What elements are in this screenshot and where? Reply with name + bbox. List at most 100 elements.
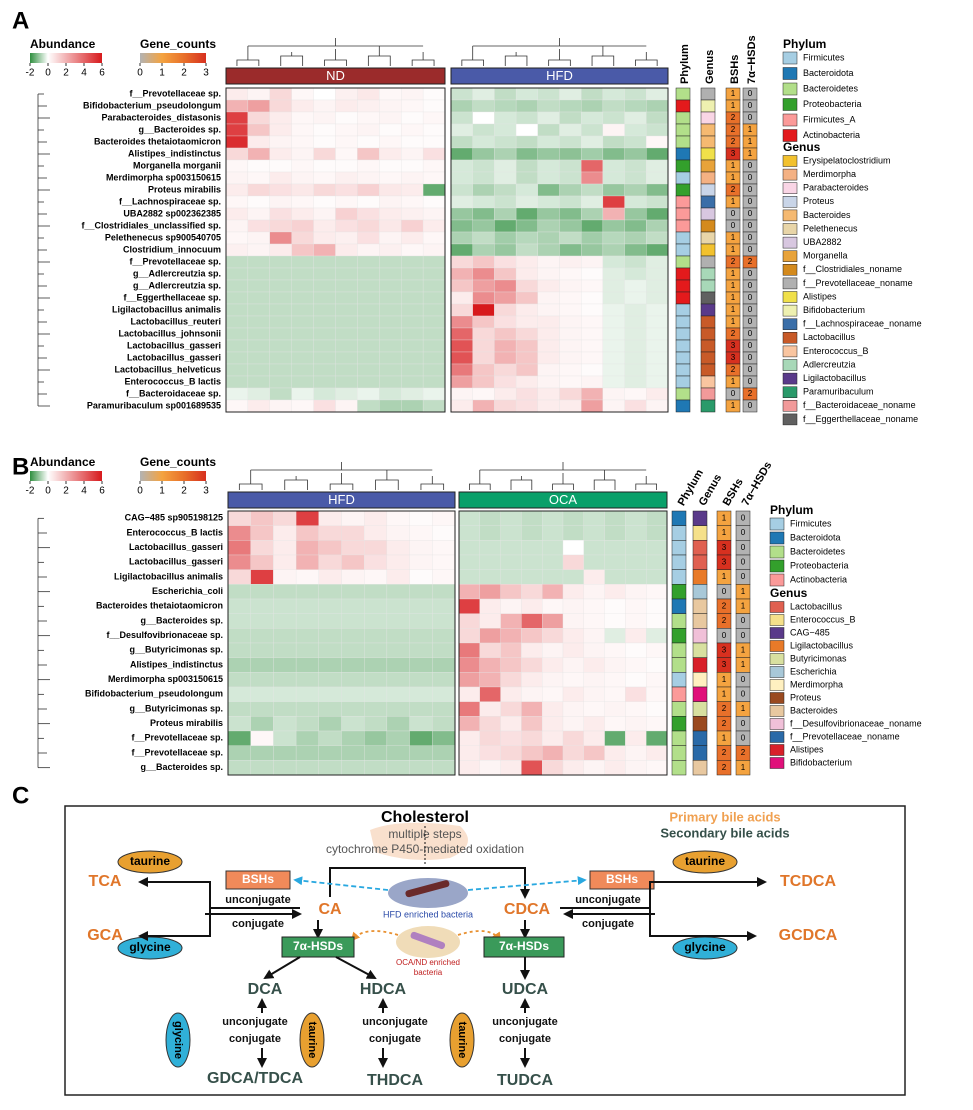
heatmap-cell: [646, 111, 669, 125]
heatmap-cell: [479, 598, 501, 614]
heatmap-cell: [386, 584, 410, 600]
heatmap-cell: [521, 540, 543, 556]
heatmap-cell: [583, 613, 605, 629]
phylum-cell: [671, 686, 687, 702]
phylum-cell: [675, 159, 691, 173]
heatmap-cell: [458, 657, 480, 673]
heatmap-cell: [269, 387, 292, 401]
heatmap-cell: [521, 672, 543, 688]
heatmap-cell: [624, 291, 647, 305]
heatmap-cell: [515, 195, 538, 209]
legend-label: Butyricimonas: [790, 653, 847, 663]
heatmap-cell: [646, 540, 668, 556]
gene-count-label: 0: [748, 245, 753, 254]
heatmap-cell: [295, 642, 319, 658]
legend-swatch: [769, 627, 785, 639]
hsd-box: [281, 936, 355, 958]
genus-cell: [700, 231, 716, 245]
abundance-scale: [30, 471, 102, 481]
heatmap-cell: [422, 315, 446, 329]
heatmap-cell: [624, 135, 647, 149]
heatmap-cell: [625, 540, 647, 556]
heatmap-cell: [581, 375, 604, 389]
heatmap-cell: [401, 219, 424, 233]
heatmap-cell: [432, 745, 456, 761]
gene-count-label: 2: [731, 113, 736, 122]
heatmap-cell: [291, 183, 314, 197]
gene-count-label: 2: [741, 748, 746, 757]
genus-cell: [700, 159, 716, 173]
heatmap-cell: [494, 219, 517, 233]
heatmap-cell: [432, 540, 456, 556]
hsd-label: 7α-HSDs: [499, 939, 549, 953]
heatmap-cell: [273, 510, 297, 526]
heatmap-cell: [250, 628, 274, 644]
primary-acid: GCA: [87, 927, 123, 944]
heatmap-cell: [432, 554, 456, 570]
heatmap-cell: [494, 399, 517, 413]
phylum-cell: [675, 375, 691, 389]
bsh-box: [589, 870, 655, 890]
heatmap-cell: [341, 540, 365, 556]
heatmap-cell: [450, 279, 473, 293]
heatmap-cell: [581, 327, 604, 341]
heatmap-cell: [479, 642, 501, 658]
heatmap-cell: [250, 760, 274, 776]
heatmap-cell: [625, 730, 647, 746]
heatmap-cell: [646, 598, 668, 614]
heatmap-cell: [357, 135, 380, 149]
row-label: f__Lachnospiraceae sp.: [119, 196, 221, 206]
heatmap-cell: [494, 135, 517, 149]
heatmap-cell: [379, 255, 402, 269]
heatmap-cell: [341, 584, 365, 600]
heatmap-cell: [422, 375, 446, 389]
legend-primary: Primary bile acids: [669, 809, 780, 824]
phylum-cell: [671, 540, 687, 556]
genus-cell: [700, 267, 716, 281]
heatmap-cell: [409, 716, 433, 732]
heatmap-cell: [646, 279, 669, 293]
heatmap-cell: [646, 584, 668, 600]
heatmap-cell: [542, 554, 564, 570]
genus-cell: [700, 207, 716, 221]
heatmap-cell: [604, 598, 626, 614]
heatmap-cell: [225, 99, 249, 113]
gene-count-label: 1: [731, 281, 736, 290]
heatmap-cell: [335, 375, 358, 389]
genus-cell: [692, 628, 708, 644]
heatmap-cell: [450, 315, 473, 329]
heatmap-cell: [432, 701, 456, 717]
heatmap-cell: [250, 701, 274, 717]
genus-cell: [692, 745, 708, 761]
gene-count-label: 0: [748, 113, 753, 122]
heatmap-cell: [269, 255, 292, 269]
legend-swatch: [782, 209, 798, 222]
heatmap-cell: [250, 745, 274, 761]
heatmap-cell: [624, 99, 647, 113]
genus-cell: [700, 183, 716, 197]
heatmap-cell: [624, 183, 647, 197]
heatmap-cell: [515, 399, 538, 413]
legend-label: f__Eggerthellaceae_noname: [803, 414, 918, 424]
gene-count-label: 1: [731, 401, 736, 410]
heatmap-cell: [494, 291, 517, 305]
heatmap-cell: [269, 339, 292, 353]
heatmap-cell: [625, 525, 647, 541]
heatmap-cell: [624, 207, 647, 221]
heatmap-cell: [624, 339, 647, 353]
heatmap-cell: [225, 387, 249, 401]
heatmap-cell: [472, 195, 495, 209]
heatmap-cell: [624, 159, 647, 173]
gene-count-label: 0: [748, 89, 753, 98]
gene-count-label: 2: [722, 704, 727, 713]
heatmap-cell: [409, 525, 433, 541]
heatmap-cell: [225, 219, 249, 233]
heatmap-cell: [450, 111, 473, 125]
heatmap-cell: [318, 730, 342, 746]
heatmap-cell: [269, 207, 292, 221]
heatmap-cell: [318, 510, 342, 526]
heatmap-cell: [500, 628, 522, 644]
heatmap-cell: [515, 291, 538, 305]
heatmap-cell: [341, 598, 365, 614]
heatmap-cell: [458, 628, 480, 644]
